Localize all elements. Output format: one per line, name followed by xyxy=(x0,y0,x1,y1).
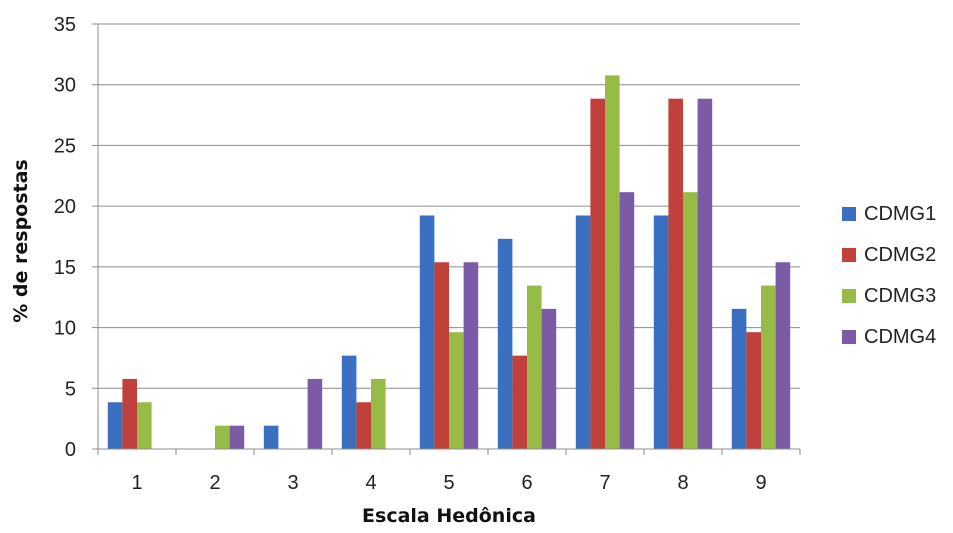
legend-label-cdmg1: CDMG1 xyxy=(864,203,936,225)
bar-cdmg1-9 xyxy=(731,308,747,449)
bar-cdmg2-1 xyxy=(122,378,137,449)
bar-cdmg3-9 xyxy=(761,285,776,449)
legend-swatch-cdmg3 xyxy=(842,289,856,303)
bar-cdmg3-5 xyxy=(449,332,464,449)
x-tick-label: 5 xyxy=(443,472,454,494)
bar-cdmg4-2 xyxy=(229,425,245,449)
bar-cdmg2-8 xyxy=(668,98,683,449)
y-tick-label: 0 xyxy=(65,439,76,461)
bar-cdmg3-7 xyxy=(605,75,620,449)
y-tick-labels: 0 5 10 15 20 25 30 35 xyxy=(54,14,76,461)
axes xyxy=(92,23,801,455)
x-tick-label: 7 xyxy=(599,472,610,494)
bar-cdmg3-4 xyxy=(371,378,386,449)
x-tick-label: 9 xyxy=(755,472,766,494)
x-tick-label: 8 xyxy=(677,472,688,494)
legend-label-cdmg2: CDMG2 xyxy=(864,244,936,266)
bar-cdmg4-3 xyxy=(307,378,323,449)
bars xyxy=(107,75,791,449)
legend-swatch-cdmg4 xyxy=(842,330,856,344)
bar-cdmg4-6 xyxy=(541,308,557,449)
bar-cdmg3-6 xyxy=(527,285,542,449)
y-tick-label: 20 xyxy=(54,196,76,218)
bar-cdmg3-2 xyxy=(215,425,230,449)
bar-cdmg4-7 xyxy=(619,192,635,449)
x-tick-label: 2 xyxy=(209,472,220,494)
bar-cdmg4-9 xyxy=(775,262,791,449)
legend-swatch-cdmg1 xyxy=(842,207,856,221)
x-tick-label: 1 xyxy=(131,472,142,494)
y-tick-label: 15 xyxy=(54,257,76,279)
legend-label-cdmg4: CDMG4 xyxy=(864,326,936,348)
y-tick-label: 25 xyxy=(54,135,76,157)
y-tick-label: 30 xyxy=(54,75,76,97)
bar-cdmg4-5 xyxy=(463,262,479,449)
legend-swatch-cdmg2 xyxy=(842,248,856,262)
bar-cdmg3-1 xyxy=(137,402,152,449)
bar-cdmg1-4 xyxy=(341,355,357,449)
bar-cdmg1-1 xyxy=(107,402,123,449)
bar-cdmg1-8 xyxy=(653,215,669,449)
bar-cdmg2-5 xyxy=(434,262,449,449)
bar-cdmg2-6 xyxy=(512,355,527,449)
y-tick-label: 10 xyxy=(54,318,76,340)
bar-cdmg2-9 xyxy=(746,332,761,449)
x-tick-label: 3 xyxy=(287,472,298,494)
y-tick-label: 35 xyxy=(54,14,76,36)
y-axis-title: % de respostas xyxy=(10,159,32,323)
x-tick-label: 4 xyxy=(365,472,376,494)
x-axis-title: Escala Hedônica xyxy=(362,505,536,527)
legend-label-cdmg3: CDMG3 xyxy=(864,285,936,307)
y-tick-label: 5 xyxy=(65,378,76,400)
legend: CDMG1 CDMG2 CDMG3 CDMG4 xyxy=(842,203,936,348)
x-tick-label: 6 xyxy=(521,472,532,494)
bar-cdmg3-8 xyxy=(683,192,698,449)
bar-cdmg1-5 xyxy=(419,215,435,449)
x-tick-labels: 1 2 3 4 5 6 7 8 9 xyxy=(131,472,766,494)
bar-cdmg1-6 xyxy=(497,238,513,449)
bar-cdmg1-3 xyxy=(263,425,279,449)
bar-cdmg2-4 xyxy=(356,402,371,449)
bar-cdmg1-7 xyxy=(575,215,591,449)
bar-cdmg4-8 xyxy=(697,98,713,449)
bar-cdmg2-7 xyxy=(590,98,605,449)
